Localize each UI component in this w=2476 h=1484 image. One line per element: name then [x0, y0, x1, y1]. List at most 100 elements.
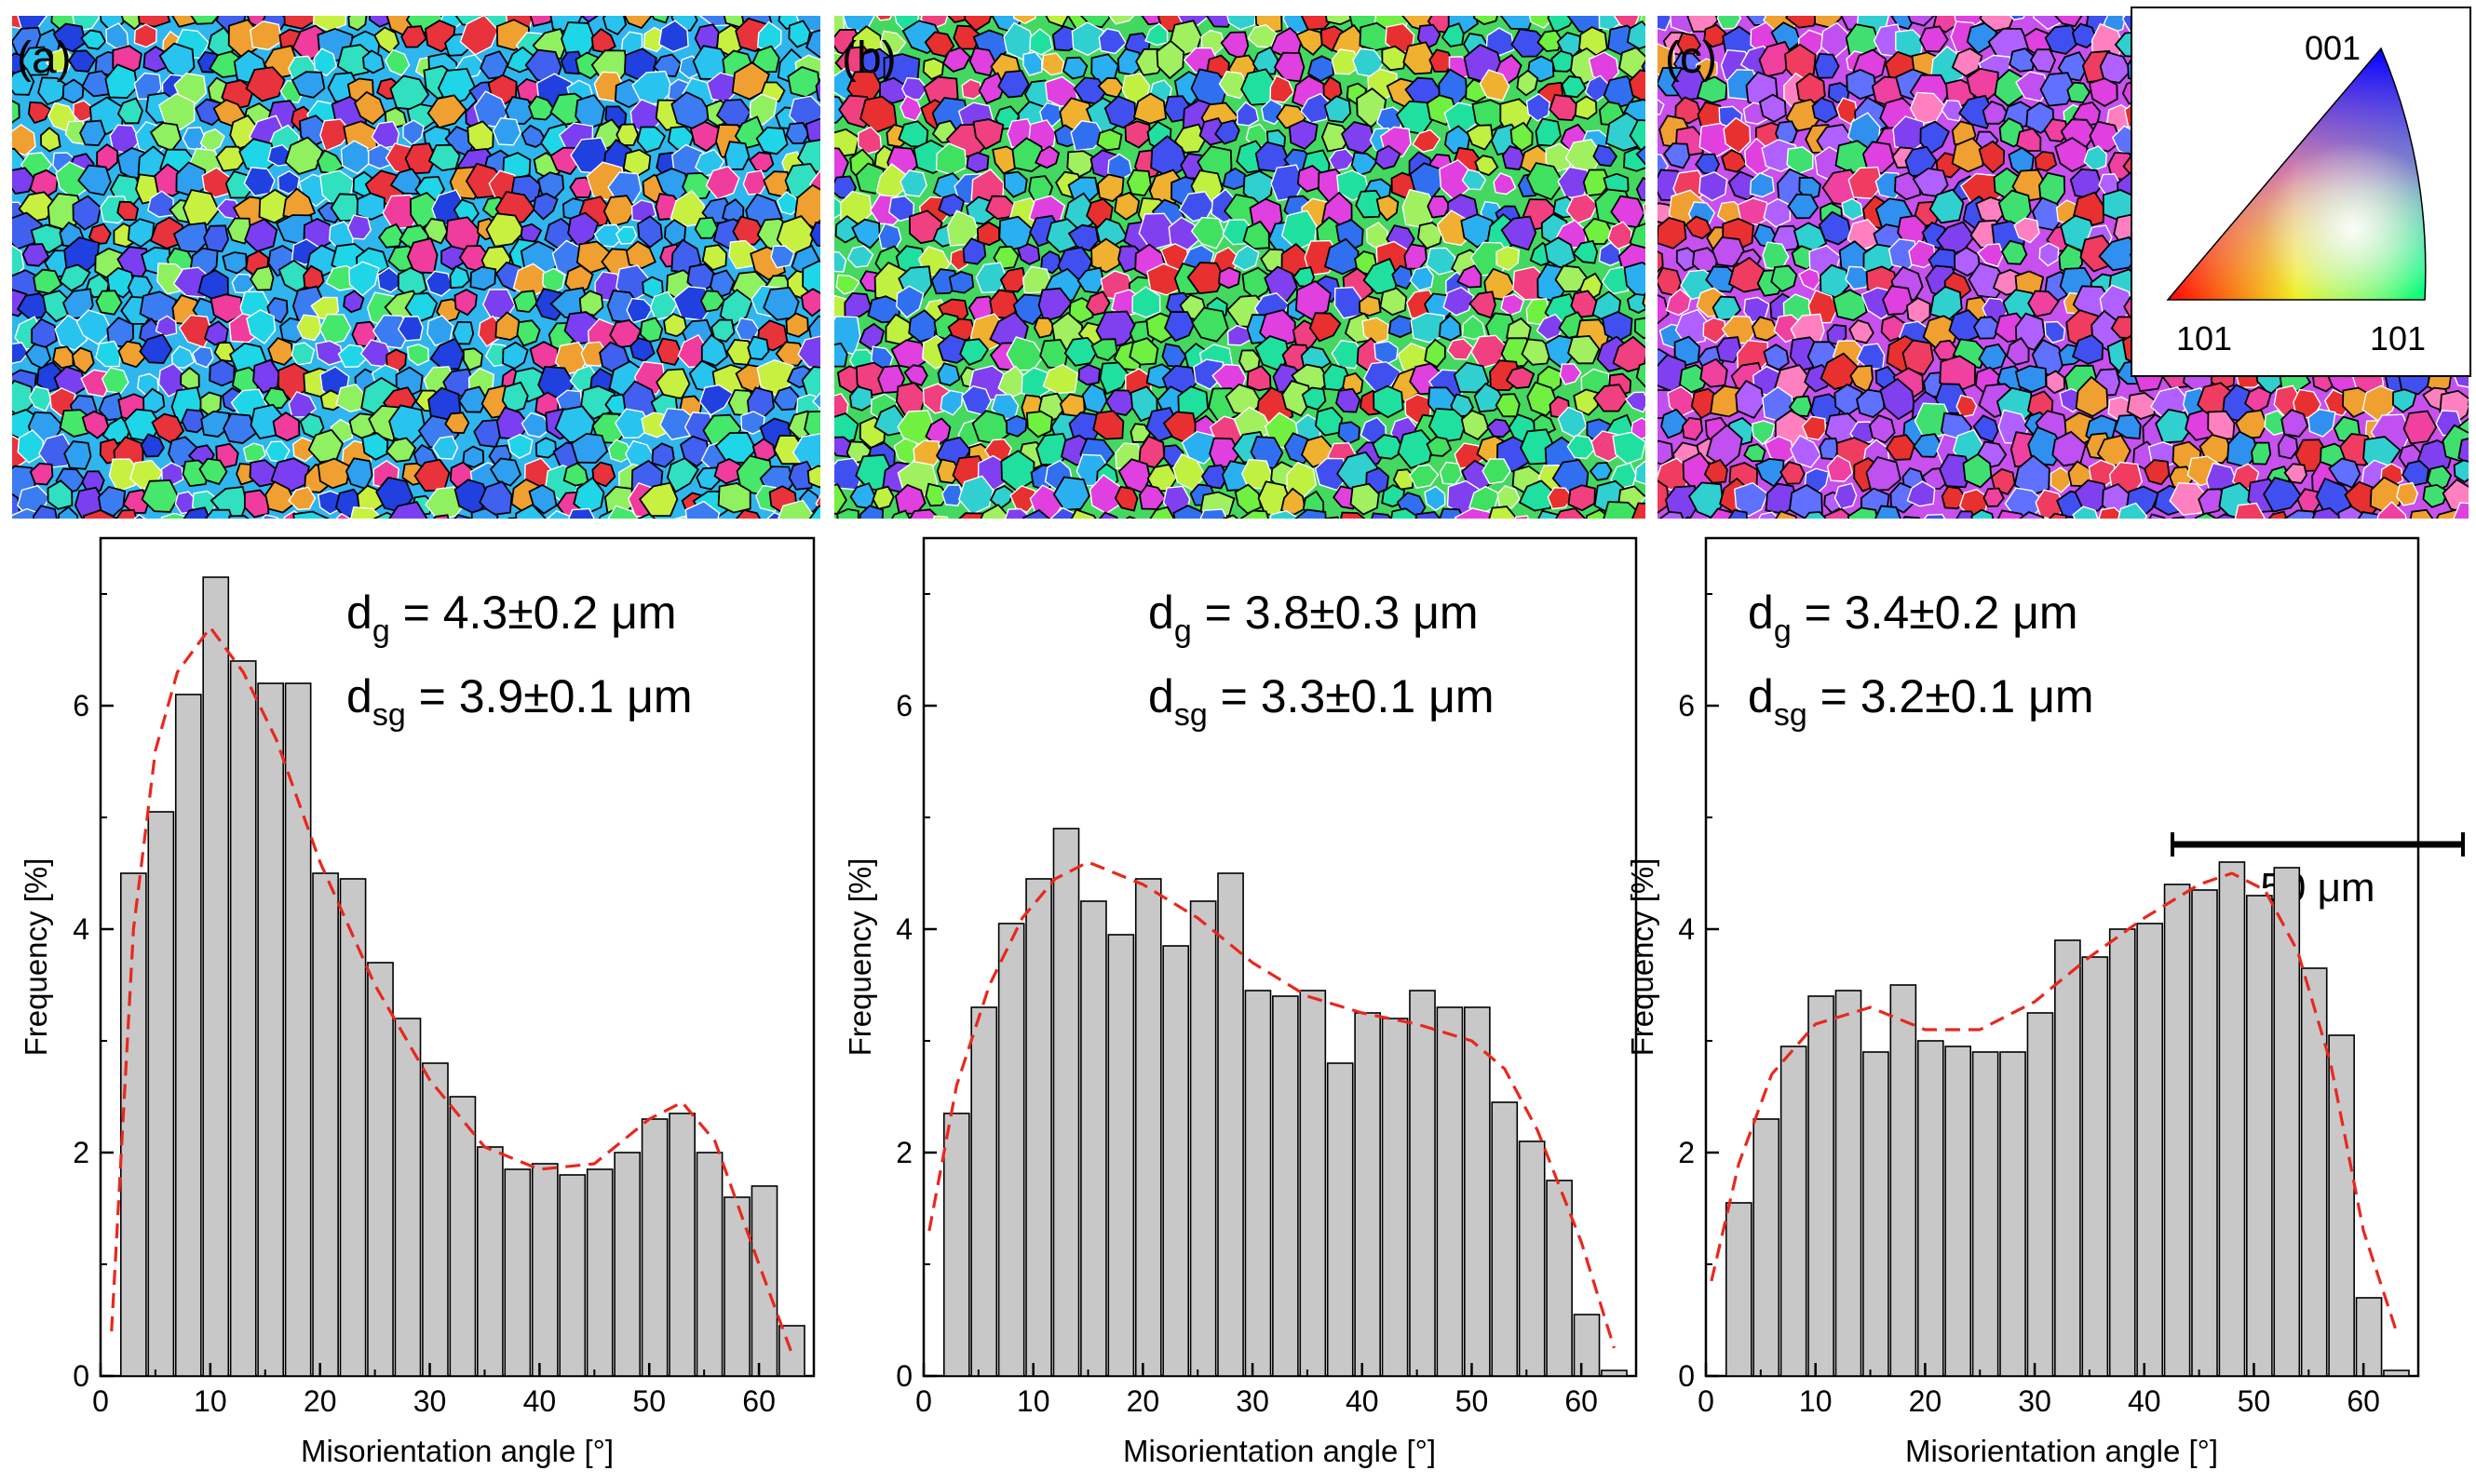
grain: [1426, 436, 1453, 457]
grain: [636, 126, 667, 154]
grain: [564, 264, 594, 297]
grain: [2006, 336, 2030, 366]
grain: [1391, 264, 1414, 290]
grain: [2283, 509, 2316, 519]
grain: [362, 49, 386, 74]
grain: [12, 245, 25, 281]
grain: [1314, 457, 1349, 492]
grain: [1737, 197, 1771, 226]
x-tick-label: 40: [523, 1384, 557, 1418]
grain: [521, 411, 552, 438]
grain: [1801, 415, 1827, 441]
grain: [590, 27, 616, 54]
y-tick-label: 6: [896, 689, 913, 722]
grain: [834, 483, 847, 515]
histogram-bar: [339, 878, 367, 1377]
histogram-bar: [1354, 1012, 1381, 1377]
grain: [1536, 29, 1563, 52]
histogram-bar: [174, 694, 202, 1377]
histogram-bar: [586, 1168, 614, 1377]
histogram-bar: [2026, 1012, 2054, 1377]
histogram-bar: [1436, 1006, 1464, 1377]
grain: [1331, 48, 1363, 75]
grain: [1231, 244, 1260, 272]
grain: [699, 290, 726, 313]
grain: [674, 515, 689, 519]
grain: [432, 435, 459, 460]
grain: [1070, 508, 1097, 519]
grain: [385, 437, 417, 463]
grain: [1902, 516, 1921, 519]
grain: [875, 16, 892, 21]
grain: [569, 176, 594, 198]
histogram-bar: [1999, 1051, 2026, 1377]
grain: [2000, 239, 2028, 265]
grain: [775, 341, 806, 367]
grain: [203, 320, 229, 346]
x-tick-label: 0: [1698, 1384, 1714, 1418]
grain: [1758, 511, 1780, 519]
grain: [2376, 501, 2407, 519]
grain: [1784, 43, 1817, 82]
grain: [104, 63, 139, 100]
grain: [615, 225, 638, 245]
grain: [966, 152, 990, 173]
grain: [361, 432, 389, 461]
histogram-bar: [394, 1018, 422, 1377]
x-tick-label: 10: [194, 1384, 227, 1418]
grain: [1617, 47, 1645, 79]
grain: [1955, 510, 1976, 519]
grain: [872, 485, 895, 510]
grain: [725, 518, 729, 519]
grain: [452, 320, 475, 345]
grain: [1424, 338, 1446, 369]
grain: [797, 335, 820, 368]
grain: [1547, 487, 1574, 510]
histogram-bar: [1464, 1006, 1491, 1377]
grain: [200, 410, 231, 438]
grain: [773, 385, 800, 411]
grain: [1657, 216, 1687, 250]
grain: [1090, 237, 1122, 274]
grain: [534, 288, 566, 321]
grain: [1156, 39, 1185, 80]
grain: [1603, 501, 1644, 519]
histogram-bar: [1409, 990, 1436, 1377]
grain: [1625, 391, 1645, 413]
grain: [307, 428, 345, 464]
grain: [834, 250, 847, 273]
grain: [1770, 264, 1798, 293]
y-tick-label: 0: [896, 1359, 913, 1393]
grain: [1096, 128, 1123, 152]
grain: [1242, 220, 1270, 250]
grain: [1295, 28, 1324, 57]
grain: [1592, 384, 1630, 412]
y-tick-label: 0: [1678, 1359, 1695, 1393]
histogram-bar: [1052, 828, 1080, 1377]
histogram-bar: [312, 872, 339, 1377]
grain: [1012, 16, 1036, 25]
grain: [489, 457, 522, 487]
grain: [1495, 245, 1521, 272]
grain: [1703, 23, 1726, 48]
grain: [812, 391, 820, 410]
grain: [1288, 119, 1319, 151]
grain: [2391, 388, 2417, 413]
grain: [1017, 243, 1041, 266]
grain: [81, 410, 110, 439]
grain: [2155, 408, 2193, 444]
grain: [2013, 454, 2050, 497]
grain: [1567, 334, 1601, 365]
histogram-bar: [367, 962, 394, 1377]
grain: [101, 367, 129, 395]
grain: [12, 100, 20, 124]
grain: [1516, 69, 1539, 97]
grain: [937, 362, 961, 386]
grain: [1758, 93, 1787, 123]
grain: [948, 270, 975, 294]
grain: [348, 261, 380, 297]
grain: [1673, 335, 1701, 368]
grain: [1126, 169, 1152, 197]
grain: [909, 508, 941, 519]
grain: [2098, 236, 2142, 272]
